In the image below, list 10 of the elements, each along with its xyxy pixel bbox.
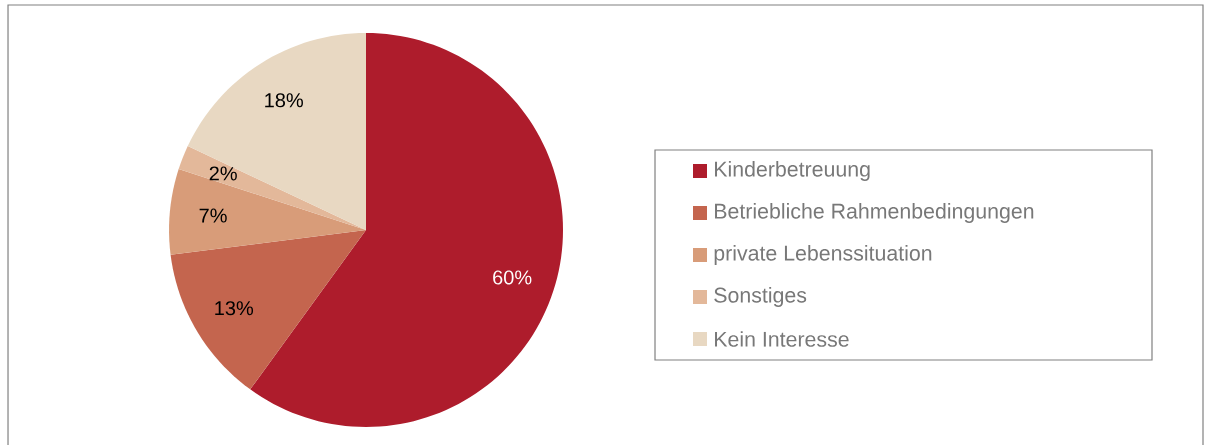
legend-label: Sonstiges bbox=[714, 287, 807, 307]
data-label: 2% bbox=[209, 166, 237, 181]
legend-label: Kinderbetreuung bbox=[715, 161, 870, 181]
data-label: 7% bbox=[199, 208, 227, 223]
data-label: 13% bbox=[215, 301, 254, 316]
legend-label: Betriebliche Rahmenbedingungen bbox=[715, 203, 1034, 223]
data-label: 60% bbox=[493, 270, 532, 285]
legend-label: private Lebenssituation bbox=[714, 245, 932, 265]
data-label: 18% bbox=[265, 93, 303, 108]
legend-label: Kein Interesse bbox=[715, 331, 849, 347]
